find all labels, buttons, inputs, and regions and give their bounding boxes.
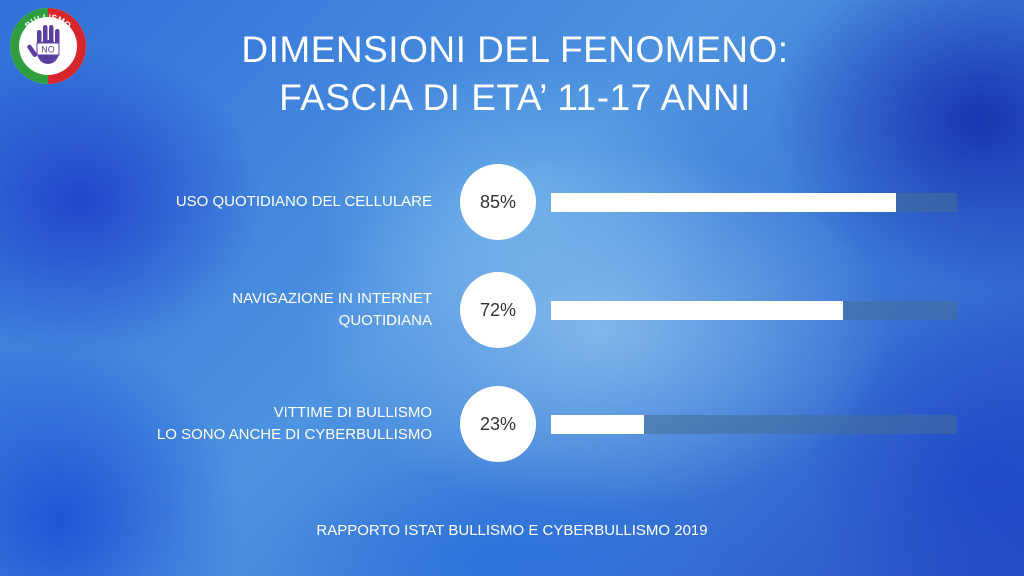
bar: [551, 415, 644, 434]
source-caption: RAPPORTO ISTAT BULLISMO E CYBERBULLISMO …: [316, 522, 708, 539]
bar-track: [551, 193, 957, 212]
value-badge: 85%: [460, 164, 536, 240]
bar-track: [551, 415, 957, 434]
chart-row: NAVIGAZIONE IN INTERNET QUOTIDIANA 72%: [0, 270, 1024, 350]
category-label: NAVIGAZIONE IN INTERNET QUOTIDIANA: [52, 270, 432, 350]
category-label: USO QUOTIDIANO DEL CELLULARE: [52, 162, 432, 242]
category-label-line: VITTIME DI BULLISMO: [273, 404, 432, 421]
category-label-line: QUOTIDIANA: [338, 312, 432, 329]
title-line-2: FASCIA DI ETA’ 11-17 ANNI: [279, 77, 751, 118]
bar-track: [551, 301, 957, 320]
category-label-line: NAVIGAZIONE IN INTERNET: [232, 290, 432, 307]
category-label: VITTIME DI BULLISMO LO SONO ANCHE DI CYBE…: [52, 384, 432, 464]
svg-text:NO: NO: [41, 45, 55, 55]
category-label-line: LO SONO ANCHE DI CYBERBULLISMO: [156, 426, 432, 443]
chart-row: VITTIME DI BULLISMO LO SONO ANCHE DI CYBE…: [0, 384, 1024, 464]
chart-row: USO QUOTIDIANO DEL CELLULARE 85%: [0, 162, 1024, 242]
value-badge: 72%: [460, 272, 536, 348]
bullismo-no-grazie-logo: NO BULLISMO GRAZIE: [8, 6, 88, 86]
bar: [551, 193, 896, 212]
page-title: DIMENSIONI DEL FENOMENO: FASCIA DI ETA’ …: [120, 26, 910, 122]
category-label-line: USO QUOTIDIANO DEL CELLULARE: [175, 193, 432, 210]
title-line-1: DIMENSIONI DEL FENOMENO:: [241, 29, 789, 70]
value-badge: 23%: [460, 386, 536, 462]
bar: [551, 301, 843, 320]
svg-text:GRAZIE: GRAZIE: [32, 60, 64, 74]
